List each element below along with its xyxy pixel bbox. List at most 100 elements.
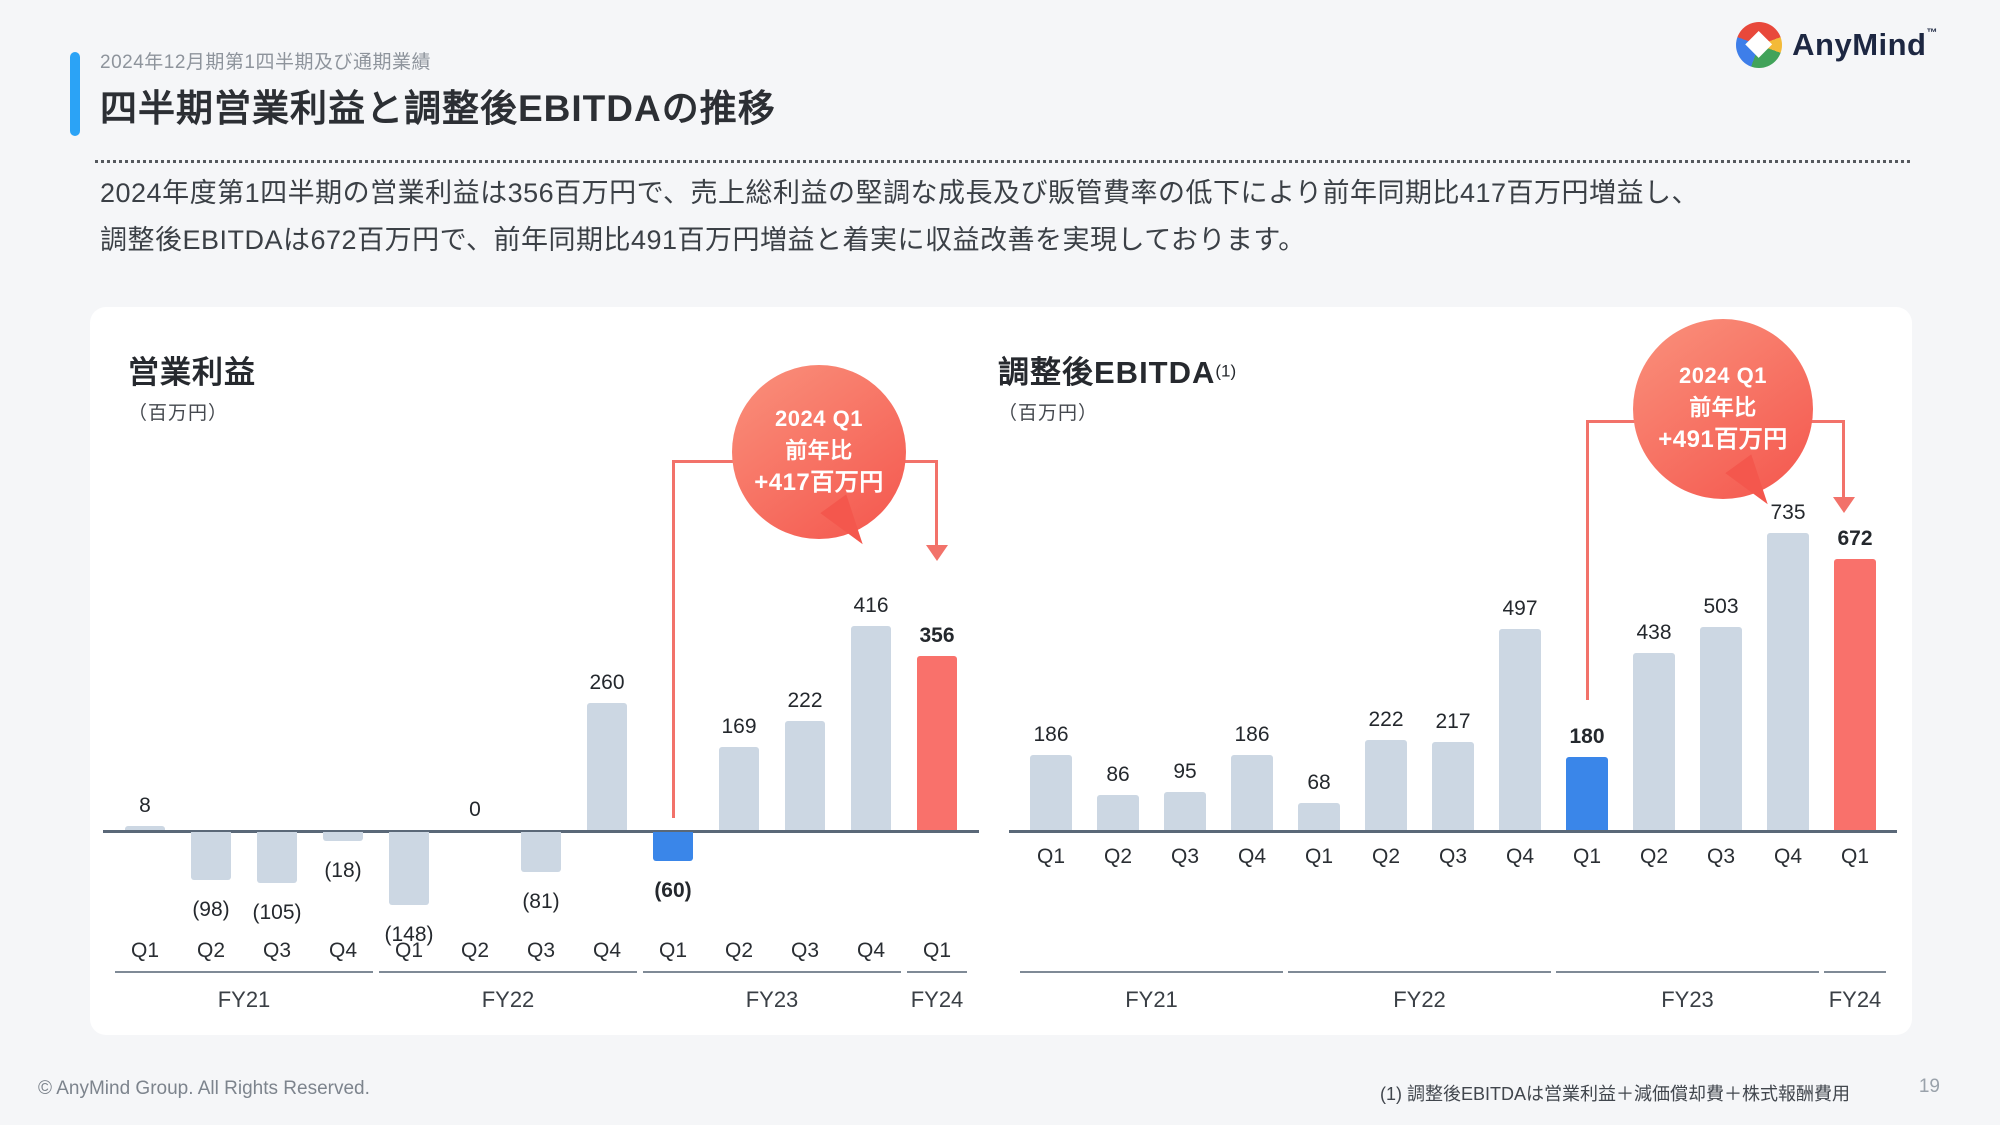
bar-value-label: 95	[1173, 760, 1197, 783]
axis-baseline	[103, 830, 979, 833]
fiscal-year-divider	[643, 971, 901, 973]
slide-eyebrow: 2024年12月期第1四半期及び通期業績	[100, 52, 431, 73]
axis-baseline	[1009, 830, 1897, 833]
fiscal-year-label: FY22	[481, 987, 535, 1012]
bar	[1566, 757, 1608, 830]
bar-value-label: (105)	[252, 901, 302, 924]
chart-unit-label: （百万円）	[998, 403, 1099, 424]
callout-line: 2024 Q1	[775, 405, 863, 431]
bar	[1365, 740, 1407, 830]
chart-title-text: 営業利益	[128, 355, 256, 390]
bar	[851, 626, 891, 830]
bar-value-label: (81)	[522, 890, 560, 913]
bar	[1767, 533, 1809, 830]
bar-value-label: 180	[1569, 725, 1605, 748]
axis-label-quarter: Q3	[262, 939, 291, 962]
bar-value-label: 186	[1033, 723, 1069, 746]
bar-value-label: 217	[1435, 710, 1471, 733]
bar	[1499, 629, 1541, 830]
bar	[323, 832, 363, 841]
bar-value-label: 169	[721, 715, 757, 738]
chart-title-text: 調整後EBITDA	[998, 355, 1216, 390]
copyright-text: © AnyMind Group. All Rights Reserved.	[38, 1078, 370, 1099]
page-title: 四半期営業利益と調整後EBITDAの推移	[100, 88, 776, 129]
arrow-down-icon	[1833, 497, 1855, 513]
bar-value-label: 8	[139, 794, 151, 817]
bar-value-label: (18)	[324, 859, 362, 882]
axis-label-quarter: Q4	[1505, 845, 1534, 868]
lead-line-2: 調整後EBITDAは672百万円で、前年同期比491百万円増益と着実に収益改善を…	[100, 225, 1306, 256]
connector-line	[1586, 420, 1589, 700]
bar	[521, 832, 561, 872]
dotted-divider	[95, 160, 1910, 163]
fiscal-year-divider	[1556, 971, 1819, 973]
fiscal-year-label: FY24	[1828, 987, 1882, 1012]
bar-value-label: 222	[787, 689, 823, 712]
axis-label-quarter: Q4	[856, 939, 885, 962]
bar-value-label: 438	[1636, 621, 1672, 644]
axis-label-quarter: Q1	[1840, 845, 1869, 868]
bar-value-label: 672	[1837, 527, 1873, 550]
axis-label-quarter: Q1	[394, 939, 423, 962]
connector-line	[1842, 420, 1845, 498]
bar	[587, 703, 627, 830]
adjusted-ebitda-title: 調整後EBITDA(1) （百万円）	[998, 347, 1236, 425]
bar-value-label: 260	[589, 671, 625, 694]
fiscal-year-divider	[1288, 971, 1551, 973]
axis-label-quarter: Q1	[1572, 845, 1601, 868]
bar-value-label: (60)	[654, 879, 692, 902]
axis-label-quarter: Q2	[196, 939, 225, 962]
bar-value-label: 356	[919, 624, 955, 647]
axis-label-quarter: Q4	[1237, 845, 1266, 868]
bar-value-label: 0	[469, 798, 481, 821]
bar	[1231, 755, 1273, 830]
bar-value-label: (148)	[384, 923, 434, 946]
bar	[1834, 559, 1876, 830]
anymind-logo-text: AnyMind™	[1792, 27, 1938, 63]
page-number: 19	[1918, 1076, 1940, 1097]
axis-label-quarter: Q4	[1773, 845, 1802, 868]
bar-value-label: 735	[1770, 501, 1806, 524]
bar	[653, 832, 693, 861]
connector-line	[672, 460, 675, 818]
bar	[1030, 755, 1072, 830]
connector-line	[935, 460, 938, 546]
operating-profit-chart: 8 Q1 (98) Q2 (105) Q3 (18) Q4 (148) Q1 0 Q2 (81) Q3 26…	[90, 307, 1912, 1035]
trademark-symbol: ™	[1926, 27, 1938, 39]
axis-label-quarter: Q4	[592, 939, 621, 962]
axis-label-quarter: Q1	[1304, 845, 1333, 868]
adjusted-ebitda-chart: 186 Q1 86 Q2 95 Q3 186 Q4 68 Q1 222 Q2 217 Q3 497 Q4 180…	[90, 307, 1912, 1035]
fiscal-year-label: FY22	[1393, 987, 1446, 1012]
title-accent-bar	[70, 52, 80, 136]
chart-card: 営業利益 （百万円） 調整後EBITDA(1) （百万円） 8 Q1 (98) Q2(…	[90, 307, 1912, 1035]
fiscal-year-divider	[907, 971, 967, 973]
axis-label-quarter: Q2	[1371, 845, 1400, 868]
bar-value-label: 497	[1502, 597, 1538, 620]
chart-unit-label: （百万円）	[128, 403, 229, 424]
bar	[917, 656, 957, 830]
yoy-callout-operating-profit: 2024 Q1 前年比 +417百万円	[732, 365, 906, 554]
axis-label-quarter: Q3	[790, 939, 819, 962]
callout-line: 2024 Q1	[1679, 362, 1767, 388]
axis-label-quarter: Q3	[526, 939, 555, 962]
bar	[257, 832, 297, 883]
anymind-logo: AnyMind™	[1736, 22, 1938, 68]
bar-value-label: 86	[1106, 763, 1130, 786]
fiscal-year-label: FY23	[745, 987, 799, 1012]
callout-line: +417百万円	[754, 469, 884, 497]
axis-label-quarter: Q2	[724, 939, 753, 962]
callout-line: +491百万円	[1658, 426, 1788, 454]
axis-label-quarter: Q3	[1706, 845, 1735, 868]
fiscal-year-divider	[1020, 971, 1283, 973]
axis-label-quarter: Q2	[460, 939, 489, 962]
bar	[1298, 803, 1340, 830]
bar	[191, 832, 231, 880]
bar	[1164, 792, 1206, 830]
fiscal-year-divider	[379, 971, 637, 973]
axis-label-quarter: Q1	[922, 939, 951, 962]
axis-label-quarter: Q3	[1438, 845, 1467, 868]
fiscal-year-label: FY21	[1125, 987, 1178, 1012]
operating-profit-title: 営業利益 （百万円）	[128, 347, 256, 425]
axis-label-quarter: Q1	[130, 939, 159, 962]
bar	[719, 747, 759, 830]
